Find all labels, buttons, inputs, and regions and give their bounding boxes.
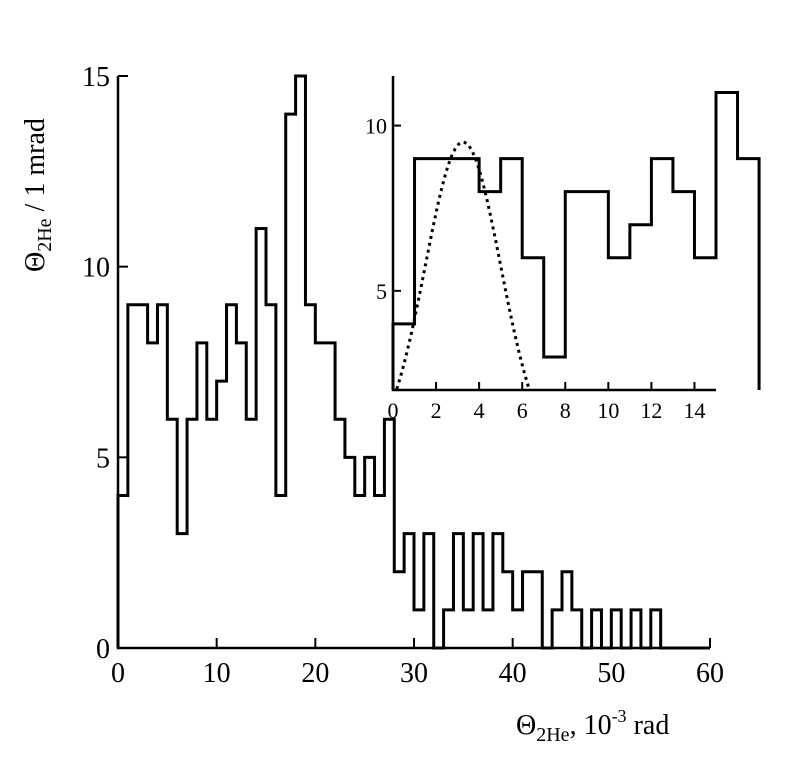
inset-x-tick-label: 6 [517, 398, 528, 423]
main-histogram [116, 74, 710, 650]
x-axis-label: Θ2He, 10-3 rad [516, 706, 669, 746]
main-y-tick-label: 10 [82, 253, 110, 284]
main-x-tick-label: 30 [400, 658, 428, 689]
inset-x-tick-label: 2 [431, 398, 442, 423]
main-y-tick-label: 0 [96, 634, 110, 665]
inset-gaussian-fit [395, 140, 531, 390]
x-axis-label-sup: -3 [612, 706, 627, 726]
inset-axis-frame [391, 76, 716, 392]
y-axis-label-base: Θ [20, 252, 51, 272]
inset-axes [391, 76, 716, 392]
inset-x-tick-label: 14 [683, 398, 705, 423]
inset-x-tick-label: 10 [597, 398, 619, 423]
main-x-tick-label: 10 [203, 658, 231, 689]
main-x-tick-label: 40 [499, 658, 527, 689]
x-axis-label-sub: 2He [536, 724, 569, 746]
inset-x-tick-label: 12 [640, 398, 662, 423]
inset-y-tick-label: 10 [365, 114, 387, 139]
y-axis-label-rest: / 1 mrad [20, 118, 51, 218]
inset-x-tick-label: 8 [560, 398, 571, 423]
main-x-tick-label: 50 [597, 658, 625, 689]
y-axis-label-sub: 2He [34, 218, 56, 251]
inset-x-tick-label: 0 [388, 398, 399, 423]
main-y-tick-label: 15 [82, 62, 110, 93]
main-x-tick-label: 0 [111, 658, 125, 689]
y-axis-label: Θ2He / 1 mrad [20, 118, 56, 272]
x-axis-label-rest: , 10 [570, 710, 612, 741]
main-x-tick-label: 60 [696, 658, 724, 689]
x-axis-label-base: Θ [516, 710, 536, 741]
inset-ticks: 0 2 4 6 8 10 12 14 5 10 [365, 114, 705, 423]
inset-histogram [391, 91, 761, 390]
main-y-tick-label: 5 [96, 443, 110, 474]
inset-y-tick-label: 5 [376, 279, 387, 304]
main-x-tick-label: 20 [301, 658, 329, 689]
x-axis-label-unit: rad [627, 710, 670, 741]
inset-plot: 0 2 4 6 8 10 12 14 5 10 [365, 76, 761, 423]
inset-x-tick-label: 4 [474, 398, 485, 423]
